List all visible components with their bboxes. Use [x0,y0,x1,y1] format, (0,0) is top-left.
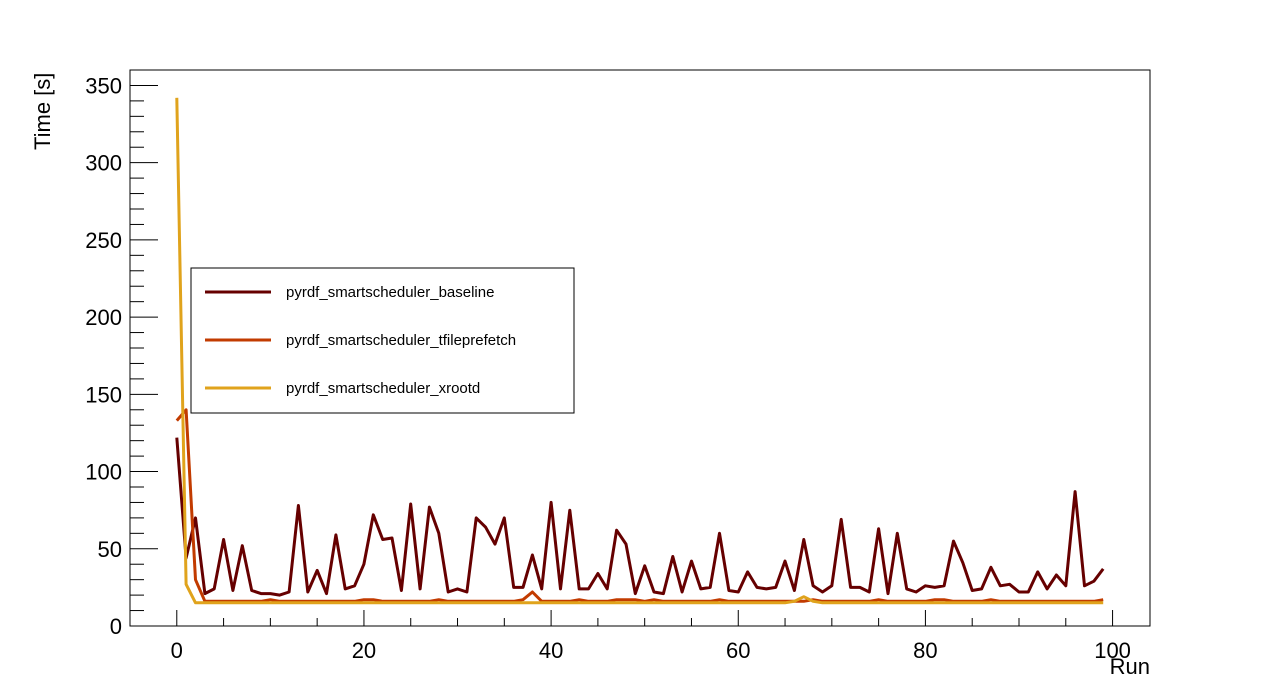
y-tick-label: 350 [85,73,122,98]
y-tick-label: 100 [85,460,122,485]
y-tick-label: 50 [98,537,122,562]
series-line-1 [175,437,1105,597]
y-tick-label: 300 [85,151,122,176]
x-tick-label: 0 [171,638,183,663]
y-axis-title: Time [s] [30,73,55,150]
x-tick-label: 20 [352,638,376,663]
y-tick-label: 150 [85,382,122,407]
legend-label: pyrdf_smartscheduler_tfileprefetch [286,332,516,349]
x-tick-label: 80 [913,638,937,663]
x-tick-label: 60 [726,638,750,663]
x-tick-label: 100 [1094,638,1131,663]
y-tick-label: 250 [85,228,122,253]
series-line-3 [175,97,1104,605]
y-tick-label: 0 [110,614,122,639]
legend-label: pyrdf_smartscheduler_xrootd [286,380,480,397]
legend: pyrdf_smartscheduler_baseline pyrdf_smart… [190,267,575,414]
legend-label: pyrdf_smartscheduler_baseline [286,284,494,301]
y-tick-label: 200 [85,305,122,330]
x-tick-label: 40 [539,638,563,663]
x-axis-title: Run [1110,654,1150,679]
